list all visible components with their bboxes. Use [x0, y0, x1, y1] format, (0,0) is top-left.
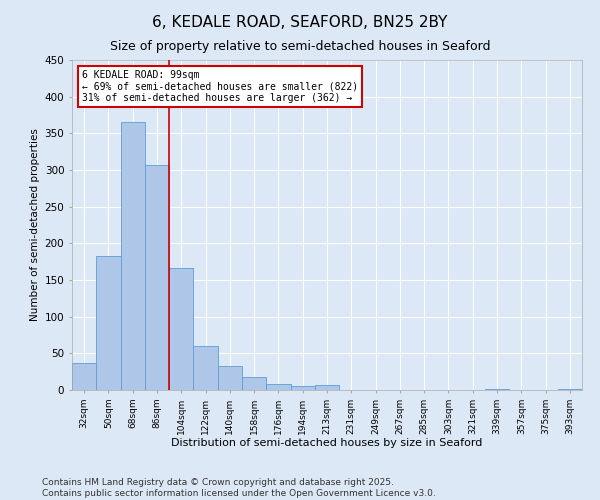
Bar — [242, 377, 266, 390]
Bar — [121, 122, 145, 390]
Bar — [169, 268, 193, 390]
X-axis label: Distribution of semi-detached houses by size in Seaford: Distribution of semi-detached houses by … — [172, 438, 482, 448]
Bar — [96, 256, 121, 390]
Bar — [266, 384, 290, 390]
Bar — [290, 386, 315, 390]
Bar — [558, 388, 582, 390]
Text: Contains HM Land Registry data © Crown copyright and database right 2025.
Contai: Contains HM Land Registry data © Crown c… — [42, 478, 436, 498]
Y-axis label: Number of semi-detached properties: Number of semi-detached properties — [31, 128, 40, 322]
Text: 6, KEDALE ROAD, SEAFORD, BN25 2BY: 6, KEDALE ROAD, SEAFORD, BN25 2BY — [152, 15, 448, 30]
Bar — [315, 385, 339, 390]
Bar — [145, 165, 169, 390]
Bar — [72, 363, 96, 390]
Bar — [218, 366, 242, 390]
Bar — [485, 388, 509, 390]
Bar — [193, 346, 218, 390]
Text: 6 KEDALE ROAD: 99sqm
← 69% of semi-detached houses are smaller (822)
31% of semi: 6 KEDALE ROAD: 99sqm ← 69% of semi-detac… — [82, 70, 358, 103]
Text: Size of property relative to semi-detached houses in Seaford: Size of property relative to semi-detach… — [110, 40, 490, 53]
